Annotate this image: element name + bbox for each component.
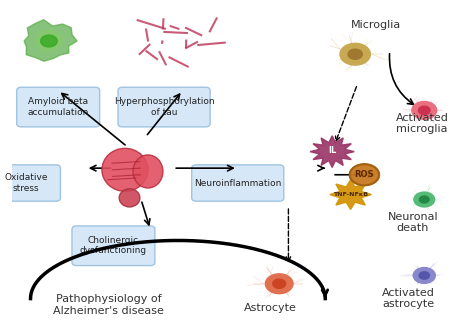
Circle shape bbox=[265, 274, 293, 294]
Circle shape bbox=[350, 164, 379, 185]
Circle shape bbox=[348, 49, 362, 59]
Ellipse shape bbox=[102, 148, 148, 191]
FancyBboxPatch shape bbox=[0, 165, 61, 201]
Text: Activated
microglia: Activated microglia bbox=[395, 113, 448, 135]
Circle shape bbox=[419, 106, 430, 115]
Circle shape bbox=[41, 35, 57, 47]
Text: Amyloid beta
accumulation: Amyloid beta accumulation bbox=[27, 97, 89, 117]
Circle shape bbox=[273, 279, 286, 288]
Text: ROS: ROS bbox=[355, 169, 374, 178]
FancyBboxPatch shape bbox=[118, 87, 210, 127]
Text: Oxidative
stress: Oxidative stress bbox=[4, 173, 48, 193]
Ellipse shape bbox=[119, 189, 140, 207]
Circle shape bbox=[414, 192, 435, 207]
Circle shape bbox=[340, 43, 370, 65]
Text: Microglia: Microglia bbox=[351, 20, 401, 30]
Text: Neuronal
death: Neuronal death bbox=[387, 212, 438, 233]
Text: Neuroinflammation: Neuroinflammation bbox=[194, 178, 282, 187]
FancyBboxPatch shape bbox=[72, 226, 155, 265]
Polygon shape bbox=[330, 180, 371, 209]
Ellipse shape bbox=[133, 155, 163, 188]
Polygon shape bbox=[24, 20, 77, 61]
Text: TNF-NFκB: TNF-NFκB bbox=[333, 192, 368, 197]
Circle shape bbox=[412, 102, 437, 119]
Circle shape bbox=[413, 267, 435, 283]
Polygon shape bbox=[310, 136, 354, 167]
Circle shape bbox=[419, 272, 429, 279]
Text: Pathophysiology of
Alzheimer's disease: Pathophysiology of Alzheimer's disease bbox=[54, 294, 164, 316]
Text: Hyperphosphorylation
of tau: Hyperphosphorylation of tau bbox=[114, 97, 214, 117]
Text: IL: IL bbox=[328, 147, 336, 156]
Text: Activated
astrocyte: Activated astrocyte bbox=[382, 288, 435, 309]
Text: Astrocyte: Astrocyte bbox=[244, 303, 296, 313]
FancyBboxPatch shape bbox=[17, 87, 100, 127]
Text: Cholinergic
dysfunctioning: Cholinergic dysfunctioning bbox=[80, 236, 147, 255]
FancyBboxPatch shape bbox=[191, 165, 284, 201]
Polygon shape bbox=[35, 30, 63, 52]
Circle shape bbox=[419, 196, 429, 203]
